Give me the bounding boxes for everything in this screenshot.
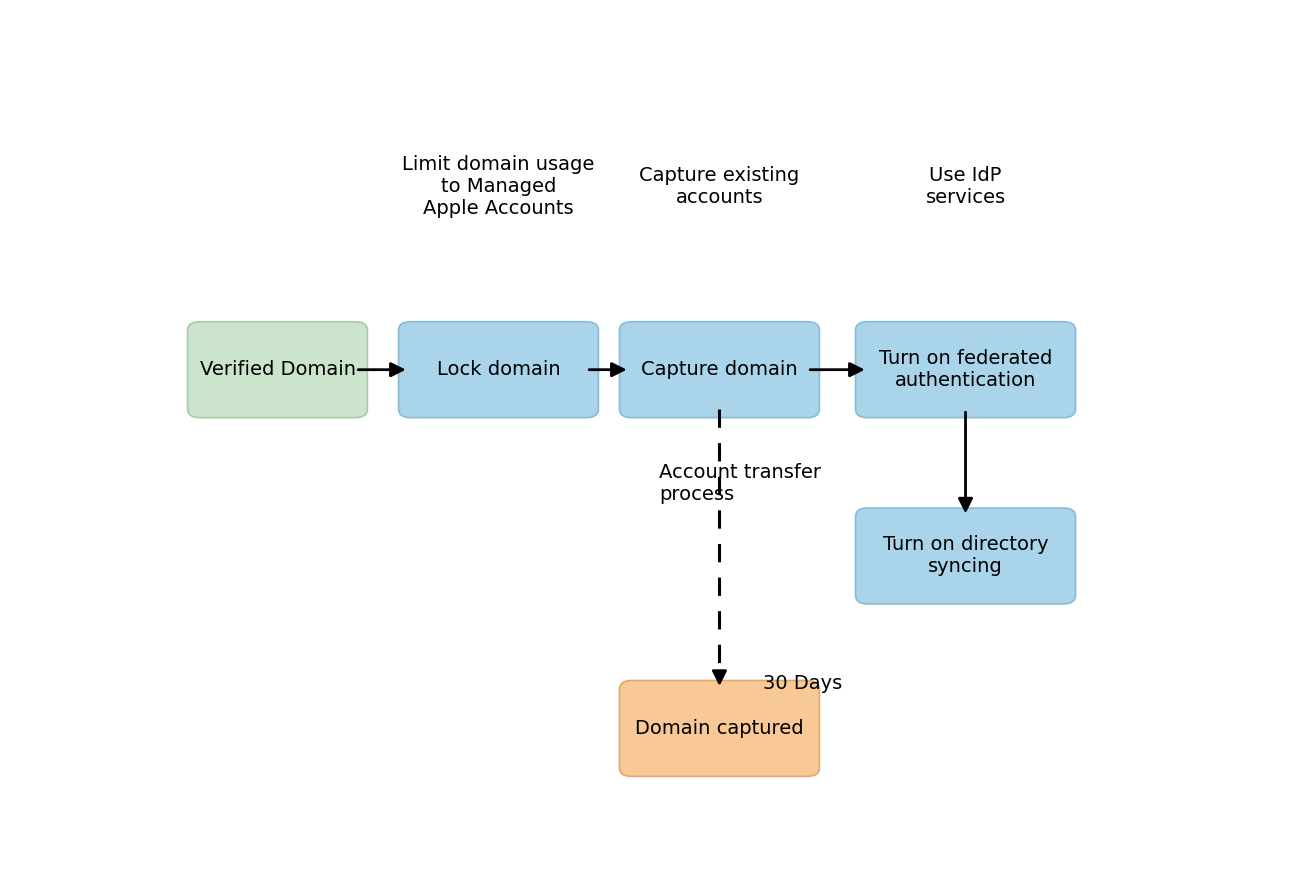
Text: Account transfer
process: Account transfer process (660, 463, 822, 504)
Text: Verified Domain: Verified Domain (200, 360, 355, 379)
Text: 30 Days: 30 Days (762, 674, 842, 694)
Text: Capture domain: Capture domain (642, 360, 798, 379)
Text: Lock domain: Lock domain (437, 360, 560, 379)
FancyBboxPatch shape (855, 508, 1076, 604)
FancyBboxPatch shape (619, 322, 819, 418)
Text: Limit domain usage
to Managed
Apple Accounts: Limit domain usage to Managed Apple Acco… (402, 155, 595, 219)
Text: Turn on federated
authentication: Turn on federated authentication (879, 349, 1052, 390)
Text: Turn on directory
syncing: Turn on directory syncing (883, 536, 1048, 576)
FancyBboxPatch shape (855, 322, 1076, 418)
FancyBboxPatch shape (619, 680, 819, 777)
FancyBboxPatch shape (188, 322, 367, 418)
FancyBboxPatch shape (399, 322, 599, 418)
Text: Capture existing
accounts: Capture existing accounts (639, 167, 800, 207)
Text: Use IdP
services: Use IdP services (925, 167, 1006, 207)
Text: Domain captured: Domain captured (635, 719, 804, 738)
